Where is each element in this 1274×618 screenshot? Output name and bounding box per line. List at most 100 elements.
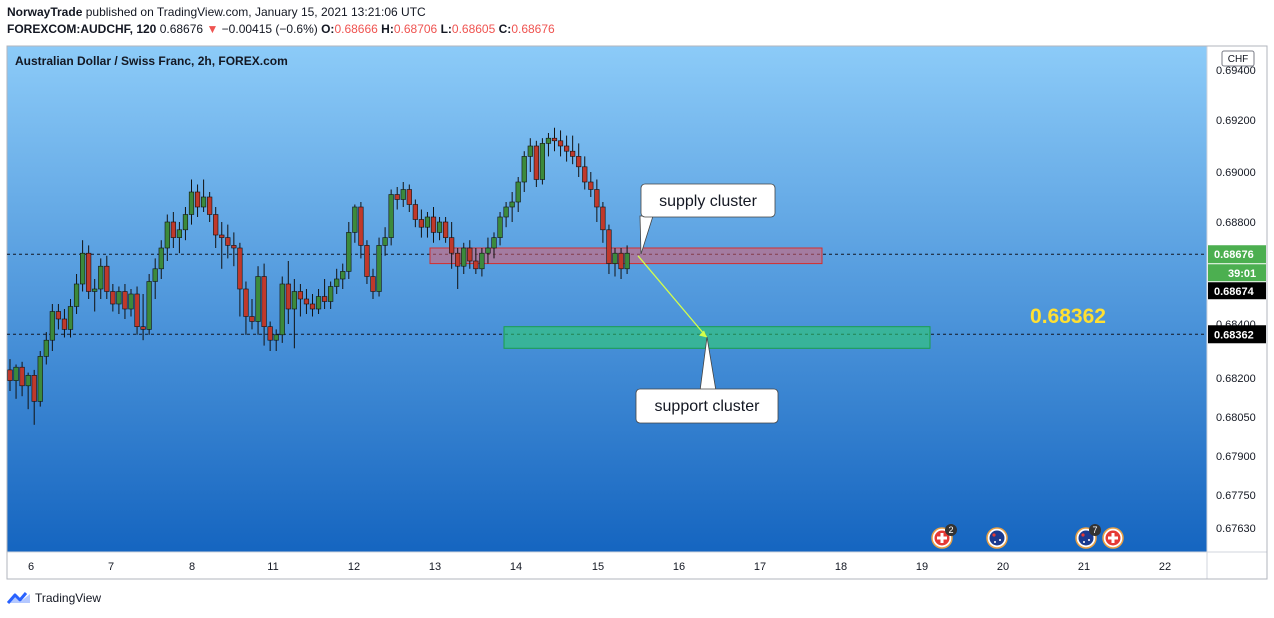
countdown-badge	[1208, 264, 1266, 282]
x-tick-label: 21	[1078, 561, 1090, 573]
projection-arrowhead	[699, 330, 707, 338]
candle-body	[461, 247, 467, 267]
candle-body	[158, 247, 164, 270]
candle-body	[80, 252, 86, 285]
chart-frame	[6, 45, 1268, 580]
candle-body	[588, 181, 594, 190]
candle-body	[400, 189, 406, 200]
event-count-text: 2	[948, 525, 953, 535]
y-tick-label: 0.69200	[1216, 115, 1256, 127]
x-tick-label: 6	[28, 561, 34, 573]
y-tick-label: 0.69000	[1216, 167, 1256, 179]
x-tick-label: 7	[108, 561, 114, 573]
candle-body	[213, 214, 219, 236]
candle-body	[279, 283, 285, 336]
published-text: published on TradingView.com, January 15…	[85, 5, 426, 19]
candle-body	[382, 237, 388, 246]
candle-body	[527, 145, 533, 157]
currency-button[interactable]: CHF	[1221, 50, 1255, 67]
candle-body	[55, 311, 61, 320]
candle-body	[13, 366, 19, 381]
candle-body	[424, 216, 431, 228]
y-tick-label: 0.69400	[1216, 65, 1256, 77]
high-value: 0.68706	[393, 22, 438, 36]
y-tick-label: 0.67750	[1216, 490, 1256, 502]
candle-body	[479, 252, 485, 270]
candle-body	[545, 137, 552, 144]
high-line-badge-text: 0.68674	[1214, 286, 1255, 298]
candle-body	[164, 221, 170, 249]
candle-body	[249, 316, 255, 322]
x-tick-label: 17	[754, 561, 766, 573]
x-tick-label: 18	[835, 561, 847, 573]
support-callout-box	[635, 388, 779, 424]
australia-flag-icon	[989, 530, 1005, 546]
author-name[interactable]: NorwayTrade	[7, 5, 83, 19]
candle-body	[170, 221, 176, 238]
candle-body	[521, 156, 527, 183]
candle-body	[576, 156, 582, 168]
candle-body	[600, 206, 606, 231]
candle-body	[388, 194, 394, 238]
candle-body	[328, 286, 334, 302]
candle-body	[225, 237, 231, 246]
tradingview-logo-icon	[7, 592, 30, 604]
candle-body	[86, 252, 92, 292]
y-tick-label: 0.68200	[1216, 373, 1256, 385]
x-tick-label: 13	[429, 561, 441, 573]
support-badge	[1208, 325, 1266, 344]
candle-body	[491, 237, 497, 249]
candle-body	[582, 166, 588, 183]
x-tick-label: 15	[592, 561, 604, 573]
candle-body	[467, 247, 473, 262]
tradingview-brand[interactable]: TradingView	[7, 591, 101, 605]
candle-body	[152, 268, 158, 282]
candle-body	[122, 291, 128, 310]
currency-label: CHF	[1228, 54, 1249, 65]
candle-body	[509, 201, 515, 208]
candle-body	[297, 291, 304, 300]
candle-body	[364, 245, 370, 277]
candle-body	[497, 216, 503, 238]
candle-body	[557, 140, 564, 147]
candle-body	[98, 265, 104, 290]
candle-body	[594, 189, 600, 208]
flag-star	[999, 539, 1001, 541]
x-tick-label: 20	[997, 561, 1009, 573]
candle-body	[43, 339, 49, 357]
down-arrow-icon: ▼	[206, 22, 219, 36]
high-label: H:	[381, 22, 394, 36]
candle-body	[309, 303, 316, 310]
candle-body	[219, 234, 225, 238]
candle-body	[261, 276, 267, 328]
union-jack-mark	[992, 533, 996, 537]
candle-body	[67, 306, 74, 330]
candle-body	[37, 356, 43, 402]
candle-body	[551, 137, 558, 142]
price-chart[interactable]: Australian Dollar / Swiss Franc, 2h, FOR…	[0, 44, 1274, 582]
candle-body	[394, 194, 400, 200]
candle-body	[116, 291, 122, 305]
candle-body	[612, 252, 618, 264]
candle-body	[315, 296, 322, 310]
time-axis[interactable]	[6, 551, 1208, 580]
candle-body	[570, 150, 576, 157]
candle-body	[146, 281, 152, 330]
countdown-badge-text: 39:01	[1228, 268, 1256, 280]
low-value: 0.68605	[451, 22, 496, 36]
x-tick-labels: 6 7 8 11 12 13 14 15 16 17 18 19 20 21 22	[28, 561, 1171, 573]
candle-body	[49, 311, 55, 341]
x-tick-label: 8	[189, 561, 195, 573]
candle-body	[285, 283, 291, 310]
candle-body	[533, 145, 539, 180]
x-tick-label: 22	[1159, 561, 1171, 573]
price-badges: 0.68676 39:01 0.68674 0.68362	[1208, 245, 1266, 344]
close-label: C:	[498, 22, 512, 36]
supply-callout-box	[640, 183, 776, 218]
candle-body	[194, 191, 201, 208]
candle-body	[442, 221, 449, 238]
candle-body	[31, 374, 37, 402]
candle-body	[7, 369, 13, 381]
candle-body	[430, 216, 437, 233]
